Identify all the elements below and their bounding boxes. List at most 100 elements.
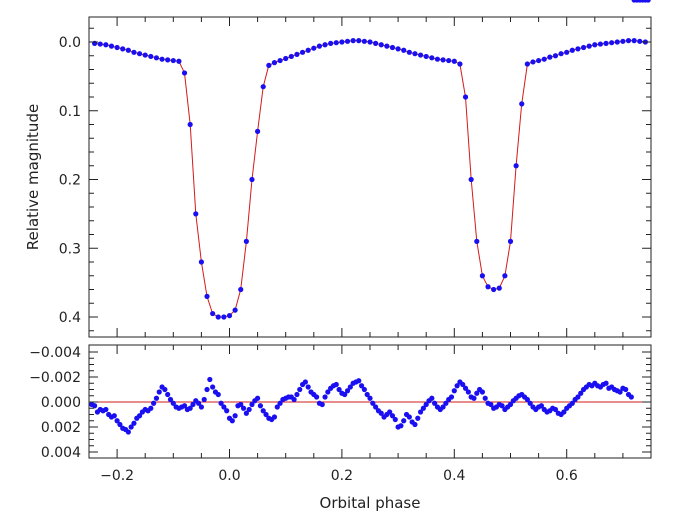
observed-point: [541, 56, 547, 62]
x-axis-title: Orbital phase: [320, 494, 421, 512]
residual-point: [575, 394, 581, 400]
observed-point: [170, 57, 176, 64]
observed-point: [153, 55, 160, 61]
observed-point: [97, 41, 103, 47]
residual-point: [246, 406, 252, 413]
observed-point: [125, 47, 131, 53]
observed-point: [187, 121, 193, 128]
observed-point: [406, 49, 412, 55]
observed-point: [249, 176, 255, 183]
residual-point: [623, 386, 629, 393]
residual-point: [243, 410, 249, 416]
observed-point: [552, 53, 559, 59]
residual-point: [204, 386, 210, 393]
observed-point: [620, 38, 626, 44]
residual-point: [451, 388, 457, 394]
observed-point: [401, 47, 407, 53]
observed-point: [384, 43, 390, 49]
y-axis-title: Relative magnitude: [24, 104, 42, 250]
residual-point: [488, 401, 494, 408]
residual-point: [170, 400, 176, 406]
y-tick-label: 0.3: [59, 241, 81, 257]
residual-point: [370, 400, 376, 406]
observed-point: [536, 57, 542, 64]
residual-point: [578, 390, 584, 396]
y-tick-label: 0.1: [59, 104, 81, 120]
residual-point: [274, 404, 280, 410]
residual-point: [465, 389, 471, 395]
residual-point: [291, 396, 297, 403]
x-tick-label: 0.0: [218, 468, 240, 484]
observed-point: [294, 51, 300, 57]
observed-point: [266, 62, 272, 68]
observed-point: [367, 39, 373, 45]
y-tick-label: 0.000: [41, 395, 81, 411]
top-x-ticks: [88, 17, 652, 337]
residual-point: [240, 405, 247, 411]
residual-point: [333, 381, 339, 388]
residual-point: [387, 409, 393, 415]
top-y-ticks: 0.0 0.1 0.2 0.3 0.4: [59, 27, 651, 332]
observed-point: [530, 59, 536, 65]
observed-point: [165, 57, 171, 63]
residual-point: [432, 400, 438, 406]
observed-point: [485, 284, 491, 290]
residual-point: [114, 418, 120, 424]
observed-point: [193, 211, 199, 217]
residual-point: [417, 409, 424, 415]
observed-point: [440, 57, 446, 63]
observed-point: [344, 38, 351, 44]
observed-point: [238, 286, 244, 293]
observed-point: [558, 51, 564, 57]
residual-point: [603, 380, 609, 386]
observed-point: [136, 51, 143, 57]
observed-point: [108, 43, 115, 49]
residual-point: [462, 385, 469, 391]
residual-point: [482, 395, 488, 401]
residual-point: [325, 389, 331, 395]
residual-point: [198, 404, 204, 410]
residual-point: [153, 395, 160, 401]
observed-point: [491, 286, 497, 293]
residual-point: [167, 396, 174, 403]
residual-point: [443, 400, 449, 406]
observed-point: [339, 39, 345, 45]
observed-point: [564, 49, 570, 55]
observed-point: [429, 55, 435, 61]
top-panel-frame: [88, 16, 652, 338]
residual-point: [103, 406, 109, 413]
observed-point: [446, 57, 452, 64]
residual-point: [398, 423, 404, 429]
residual-point: [474, 390, 480, 396]
residual-point: [224, 408, 230, 414]
residual-point: [538, 403, 545, 409]
observed-point: [423, 53, 429, 60]
observed-point: [496, 285, 502, 291]
observed-point: [131, 49, 137, 55]
observed-point: [395, 46, 401, 52]
observed-point: [333, 40, 339, 46]
residual-point: [401, 418, 407, 424]
observed-point: [204, 293, 210, 299]
residual-point: [319, 401, 325, 408]
residual-point: [378, 410, 384, 416]
observed-point: [159, 56, 165, 62]
residual-point: [92, 403, 98, 409]
residual-point: [221, 404, 227, 410]
observed-point: [260, 84, 266, 90]
observed-point: [479, 273, 485, 279]
residual-point: [342, 391, 348, 398]
residual-point: [389, 413, 396, 419]
residual-point: [165, 391, 171, 398]
x-tick-label: 0.2: [331, 468, 353, 484]
residual-point: [294, 391, 300, 398]
residual-point: [297, 386, 303, 393]
observed-point: [412, 51, 418, 57]
y-tick-label: 0.004: [41, 445, 81, 461]
residual-point: [460, 381, 466, 388]
observed-point: [176, 58, 182, 64]
observed-point: [283, 55, 289, 62]
observed-point: [609, 40, 615, 46]
residual-point: [207, 376, 213, 383]
